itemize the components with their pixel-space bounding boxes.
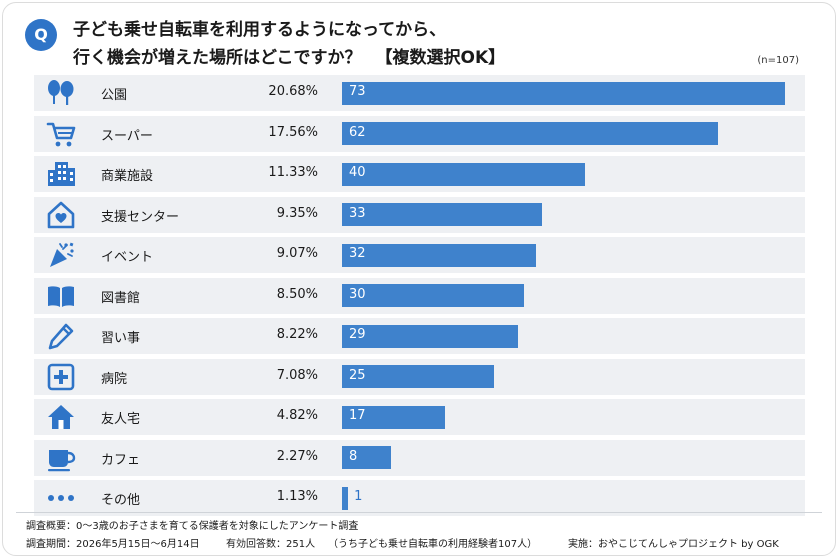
- percentage-label: 20.68%: [268, 84, 318, 99]
- party-popper-icon: [46, 240, 76, 270]
- survey-period: 調査期間：2026年5月15日〜6月14日: [26, 539, 200, 550]
- percentage-label: 7.08%: [276, 367, 318, 383]
- bar: [342, 486, 349, 510]
- house-icon: [46, 402, 76, 432]
- bar-value-label: 8: [349, 448, 358, 464]
- footer-divider: [16, 512, 822, 513]
- building-icon: [46, 159, 76, 189]
- percentage-label: 17.56%: [268, 124, 318, 140]
- bar-value-label: 1: [354, 489, 363, 504]
- percentage-label: 2.27%: [276, 448, 318, 464]
- trees-icon: [46, 78, 76, 108]
- question-badge: Q: [25, 19, 57, 51]
- bar: [342, 81, 785, 105]
- percentage-label: 9.35%: [276, 205, 318, 221]
- survey-organizer: 実施：おやこじてんしゃプロジェクト by OGK: [568, 539, 779, 550]
- coffee-cup-icon: [46, 443, 76, 473]
- category-label: 公園: [101, 88, 128, 103]
- bar: [342, 405, 446, 429]
- page-title-question: 行く機会が増えた場所はどこですか？: [73, 48, 362, 68]
- percentage-label: 8.50%: [276, 286, 318, 302]
- table-row: [34, 439, 805, 476]
- percentage-label: 4.82%: [276, 408, 318, 423]
- table-row: [34, 480, 805, 516]
- shopping-cart-icon: [46, 119, 76, 149]
- category-label: イベント: [101, 250, 154, 265]
- category-label: 図書館: [101, 290, 141, 306]
- category-label: 支援センター: [101, 209, 180, 225]
- category-label: 友人宅: [101, 412, 141, 427]
- bar: [342, 243, 537, 267]
- category-label: 習い事: [101, 331, 141, 346]
- bar: [342, 446, 391, 469]
- bar-value-label: 32: [349, 246, 366, 261]
- respondent-subset: （うち子ども乗せ自転車の利用経験者107人）: [328, 539, 538, 550]
- pencil-icon: [46, 321, 76, 351]
- bar-value-label: 33: [349, 205, 366, 221]
- sample-size-label: (n=107): [757, 55, 799, 66]
- open-book-icon: [46, 281, 76, 311]
- bar-value-label: 25: [349, 367, 366, 383]
- bar-value-label: 62: [349, 124, 366, 140]
- category-label: 商業施設: [101, 169, 154, 184]
- survey-overview: 調査概要：0〜3歳のお子さまを育てる保護者を対象にしたアンケート調査: [26, 521, 359, 532]
- valid-responses: 有効回答数：251人: [226, 539, 316, 550]
- category-label: その他: [101, 493, 141, 508]
- bar: [342, 324, 518, 348]
- percentage-label: 11.33%: [268, 165, 318, 180]
- multiple-choice-tag: 【複数選択OK】: [375, 48, 506, 68]
- bar-value-label: 17: [349, 408, 366, 423]
- bar-value-label: 73: [349, 84, 366, 99]
- bar: [342, 284, 525, 307]
- bar: [342, 365, 494, 388]
- percentage-label: 1.13%: [276, 489, 318, 504]
- page-title-line-1: 子ども乗せ自転車を利用するようになってから、: [73, 20, 447, 40]
- page-title-line-2: 行く機会が増えた場所はどこですか？ 【複数選択OK】: [73, 43, 505, 68]
- bar-value-label: 40: [349, 165, 366, 180]
- bar: [342, 203, 543, 226]
- bar: [342, 162, 585, 186]
- category-label: カフェ: [101, 452, 141, 468]
- percentage-label: 9.07%: [276, 246, 318, 261]
- category-label: スーパー: [101, 128, 153, 144]
- bar-value-label: 30: [349, 286, 366, 302]
- bar-value-label: 29: [349, 327, 366, 342]
- heart-house-icon: [46, 200, 76, 230]
- category-label: 病院: [101, 371, 128, 387]
- ellipsis-icon: [46, 483, 76, 513]
- bar: [342, 122, 719, 145]
- medical-cross-icon: [46, 362, 76, 392]
- percentage-label: 8.22%: [276, 327, 318, 342]
